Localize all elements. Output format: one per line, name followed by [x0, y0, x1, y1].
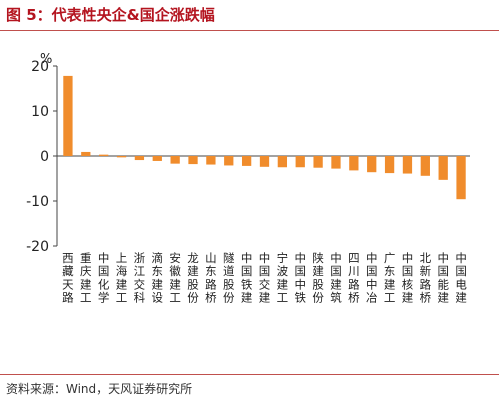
bar [420, 156, 430, 176]
bar [331, 156, 341, 169]
chart-axes: % -20 -10 0 10 20 [26, 52, 470, 255]
category-label: 龙建股份 [187, 251, 199, 305]
y-tick-label: 0 [40, 149, 49, 165]
category-label: 滴东建设 [152, 251, 164, 305]
bar [116, 156, 127, 158]
y-tick-label: 20 [31, 59, 49, 75]
bar [224, 156, 234, 166]
bar [313, 156, 323, 168]
bar [349, 156, 359, 171]
category-label: 广东建工 [384, 251, 396, 305]
category-label: 隧道股份 [223, 251, 235, 305]
bar [241, 156, 252, 166]
bar [99, 154, 109, 156]
category-label: 山东路桥 [205, 251, 217, 305]
bar [63, 75, 73, 156]
y-tick-label: -10 [26, 194, 49, 210]
bar [134, 156, 145, 161]
y-axis-unit: % [40, 52, 52, 67]
bar [438, 156, 448, 180]
category-label: 宁波建工 [277, 251, 289, 305]
footer-rule [0, 374, 499, 375]
chart-labels: 西藏天路重庆建工中国化学上海建工浙江交科滴东建设安徽建工龙建股份山东路桥隧道股份… [62, 251, 467, 305]
category-label: 四川路桥 [348, 251, 360, 305]
bar-chart: % -20 -10 0 10 20 西藏天路重庆建工中国化学上海建工浙江交科滴东建设安徽建… [26, 52, 470, 305]
category-label: 陕建股份 [312, 251, 324, 305]
category-label: 重庆建工 [80, 251, 92, 305]
bar [206, 156, 216, 165]
category-label: 中国中冶 [366, 251, 378, 305]
chart-bars [63, 75, 466, 200]
bar [188, 156, 198, 165]
figure-title: 图 5：代表性央企&国企涨跌幅 [6, 6, 215, 24]
bar [384, 156, 395, 174]
bar [81, 151, 91, 156]
category-label: 中国交建 [259, 251, 271, 305]
source-note: 资料来源：Wind，天风证券研究所 [6, 382, 193, 396]
category-label: 中国化学 [98, 251, 110, 305]
category-label: 中国核建 [402, 251, 414, 305]
bar [295, 156, 305, 168]
category-label: 安徽建工 [169, 251, 181, 305]
bar [402, 156, 413, 174]
bar [277, 156, 288, 168]
category-label: 北新路桥 [420, 251, 432, 305]
category-label: 西藏天路 [62, 251, 74, 305]
category-label: 中国建筑 [330, 251, 342, 305]
category-label: 上海建工 [116, 251, 128, 305]
category-label: 浙江交科 [134, 251, 146, 305]
category-label: 中国电建 [455, 251, 467, 305]
bar [259, 156, 270, 167]
category-label: 中国中铁 [294, 251, 306, 305]
y-tick-label: -20 [26, 239, 49, 255]
title-rule [0, 30, 499, 31]
bar [367, 156, 377, 173]
category-label: 中国铁建 [241, 251, 253, 305]
bar [152, 156, 162, 161]
bar [456, 156, 466, 200]
category-label: 中国能建 [437, 251, 449, 305]
bar [170, 156, 180, 164]
y-tick-label: 10 [31, 104, 49, 120]
